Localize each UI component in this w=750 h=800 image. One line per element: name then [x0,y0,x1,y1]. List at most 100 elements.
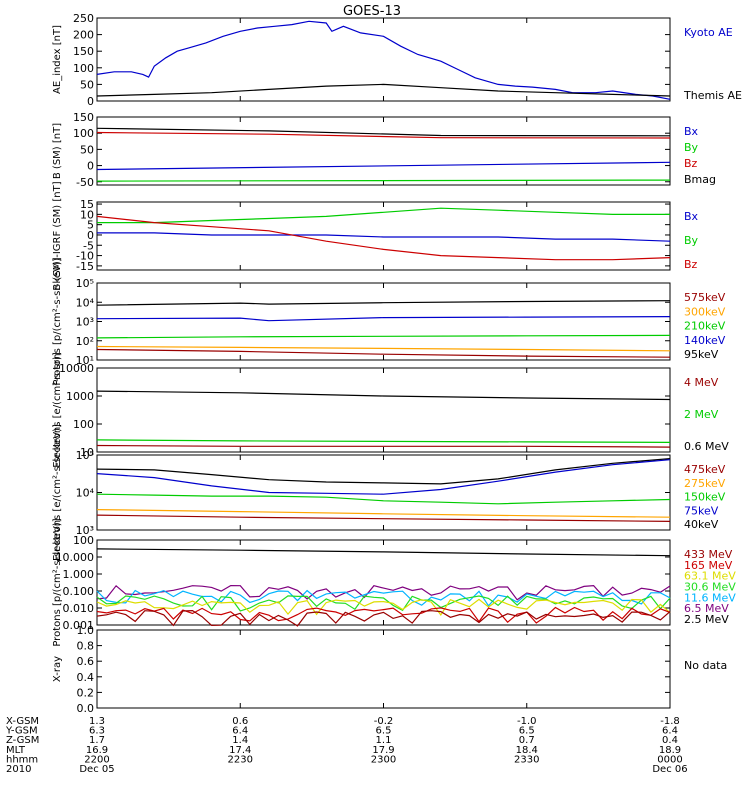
panel-6-ytick-label: 10³ [76,524,94,537]
panel-4-legend-95kev: 95keV [684,348,719,361]
panel-3-ytick-label: 15 [80,198,94,211]
panel-2-series-by [96,179,671,182]
panel-1-ytick-label: 0 [87,95,94,108]
panel-6-series-75kev [96,459,671,495]
panel-3-ytick-label: -5 [83,239,94,252]
panel-5-legend-0-6-mev: 0.6 MeV [684,440,729,453]
panel-8-ylabel: X-ray [52,656,63,682]
xaxis-row-label-hhmm: hhmm [6,754,38,765]
panel-6-legend-150kev: 150keV [684,491,726,504]
panel-2-series-bmag [96,127,671,137]
panel-5-frame [96,367,671,453]
xaxis-row-value: -0.2 [374,716,394,727]
panel-2-ytick-label: 0 [87,160,94,173]
panel-4-ytick-label: 10¹ [76,354,94,367]
panel-5-ytick-label: 10 [80,446,94,459]
panel-7-ytick-label: 0.010 [63,602,95,615]
xaxis-row-value: 18.4 [516,745,538,756]
xaxis-row-value: 6.3 [89,726,105,737]
panel-1-ytick-label: 150 [73,45,94,58]
panel-6-series-150kev [96,493,671,505]
panel-3-legend-by: By [684,234,699,247]
panel-8-legend-no-data: No data [684,659,727,672]
xaxis-row-value: 18.9 [659,745,681,756]
panel-3-legend-bz: Bz [684,258,698,271]
panel-7-ytick-label: 100 [73,534,94,547]
panel-7-legend-6-5-mev: 6.5 MeV [684,602,729,615]
panel-8-frame [96,629,671,709]
panel-4-ytick-label: 10³ [76,316,94,329]
panel-1-series-themis-ae [96,83,671,97]
panel-3-legend-bx: Bx [684,210,699,223]
xaxis-row-value: 6.4 [232,726,248,737]
panel-8-ytick-label: 0.4 [77,671,95,684]
panel-3-ytick-label: 10 [80,208,94,221]
xaxis-row-value: 6.5 [376,726,392,737]
panel-6-legend-475kev: 475keV [684,463,726,476]
panel-7-series-30-6-mev [96,595,671,612]
panel-1-legend-kyoto-ae: Kyoto AE [684,26,733,39]
panel-4-legend-300kev: 300keV [684,305,726,318]
panel-3-series-by [97,207,670,224]
panel-4-legend-210kev: 210keV [684,320,726,333]
panel-7-series-433-mev [96,609,671,627]
panel-2-ytick-label: -50 [76,176,94,189]
xaxis-row-value: 0000 [657,754,682,765]
panel-7-legend-30-6-mev: 30.6 MeV [684,581,736,594]
panel-2-series-bz [96,131,671,139]
panel-1-ytick-label: 200 [73,29,94,42]
panel-1-frame [96,17,671,102]
xaxis-row-value: 6.5 [519,726,535,737]
panel-6-legend-40kev: 40keV [684,518,719,531]
panel-3-ylabel: B (SM)-IGRF (SM) [nT] [52,181,63,290]
panel-5-ytick-label: 100 [73,418,94,431]
xaxis-row-value: 1.1 [376,735,392,746]
panel-7-legend-2-5-mev: 2.5 MeV [684,613,729,626]
panel-3-ytick-label: -15 [76,260,94,273]
panel-2-frame [96,116,671,186]
panel-5-series-2-mev [96,439,671,443]
panel-7-ytick-label: 0.100 [63,585,95,598]
panel-5-ytick-label: 10000 [59,362,94,375]
panel-4-ytick-label: 10⁴ [76,296,95,309]
panel-5-ylabel: Electrons [e/(cm²-s-sr)] [52,352,63,468]
panel-7-ylabel: Protons [p/(cm²-s-sr-keV)] [52,518,63,646]
xaxis-row-value: 6.4 [662,726,678,737]
panel-7-ytick-label: 0.001 [63,619,95,632]
panel-7-legend-11-6-mev: 11.6 MeV [684,591,736,604]
panel-2-ytick-label: 100 [73,127,94,140]
xaxis-row-value: Dec 05 [79,764,114,775]
panel-4-series-300kev [96,345,671,352]
panel-8-ytick-label: 0.2 [77,686,95,699]
panel-4-series-210kev [96,334,671,339]
panel-1-ylabel: AE_index [nT] [52,25,63,94]
panel-2-legend-bz: Bz [684,157,698,170]
panel-7-legend-165-mev: 165 MeV [684,559,733,572]
xaxis-row-value: 1.7 [89,735,105,746]
panel-4-series-95kev [96,300,671,306]
xaxis-row-value: 2200 [84,754,109,765]
panel-3-series-bx [97,232,671,242]
panel-8-ytick-label: 1.0 [77,624,95,637]
xaxis-row-value: 16.9 [86,745,108,756]
panel-1-series-kyoto-ae [96,20,671,100]
panel-8-ytick-label: 0.0 [77,702,95,715]
xaxis-row-value: -1.8 [660,716,680,727]
xaxis-row-label-2010: 2010 [6,764,31,775]
xaxis-row-value: -1.0 [517,716,537,727]
xaxis-row-label-y-gsm: Y-GSM [5,726,38,737]
plot-title: GOES-13 [343,4,401,19]
panel-7-series-63-1-mev [96,598,671,616]
panel-4-series-575kev [96,348,671,358]
panel-3-ytick-label: -10 [76,250,94,263]
panel-6-series-275kev [96,509,671,518]
panel-2-legend-bmag: Bmag [684,173,716,186]
panel-1-legend-themis-ae: Themis AE [683,89,742,102]
xaxis-row-value: 1.3 [89,716,105,727]
panel-6-ytick-label: 10⁵ [76,449,94,462]
panel-6-series-475kev [96,514,671,522]
panel-6-series-40kev [96,458,671,485]
xaxis-row-label-z-gsm: Z-GSM [6,735,39,746]
panel-1-ytick-label: 50 [80,78,94,91]
